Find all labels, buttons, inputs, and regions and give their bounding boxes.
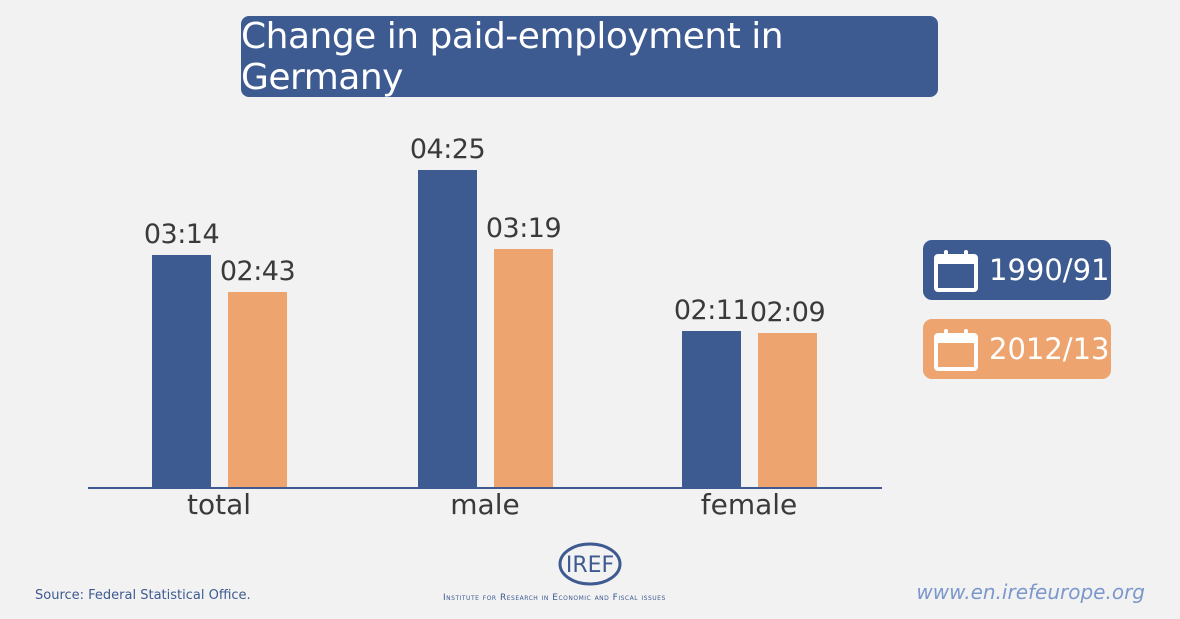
bar-female-2012-13 (758, 333, 817, 488)
source-note: Source: Federal Statistical Office. (35, 588, 251, 603)
svg-text:IREF: IREF (566, 553, 614, 578)
data-label: 02:09 (749, 297, 826, 329)
data-label: 02:11 (673, 294, 750, 326)
iref-logo: IREF (545, 540, 635, 592)
data-label: 04:25 (409, 134, 486, 165)
data-label: 03:19 (485, 213, 562, 245)
chart-title: Change in paid-employment in Germany (241, 16, 938, 98)
website-link[interactable]: www.en.irefeurope.org (916, 580, 1145, 604)
legend-label: 1990/91 (989, 253, 1110, 287)
calendar-icon (934, 329, 978, 371)
legend-item-2012: 2012/13 (923, 319, 1111, 379)
bar-female-1990-91 (682, 330, 741, 488)
bar-male-1990-91 (418, 170, 477, 488)
category-label: female (700, 488, 798, 521)
x-axis-line (88, 487, 882, 489)
data-label: 03:14 (143, 219, 220, 251)
category-label: total (186, 488, 252, 521)
data-label: 02:43 (219, 256, 296, 288)
legend-item-1990: 1990/91 (923, 240, 1111, 300)
institute-name: Institute for Research in Economic and F… (443, 593, 666, 603)
bar-total-2012-13 (228, 292, 287, 488)
bar-total-1990-91 (152, 255, 211, 488)
calendar-icon (934, 250, 978, 292)
legend-label: 2012/13 (989, 332, 1110, 366)
category-label: male (450, 488, 520, 521)
bar-male-2012-13 (494, 249, 553, 488)
